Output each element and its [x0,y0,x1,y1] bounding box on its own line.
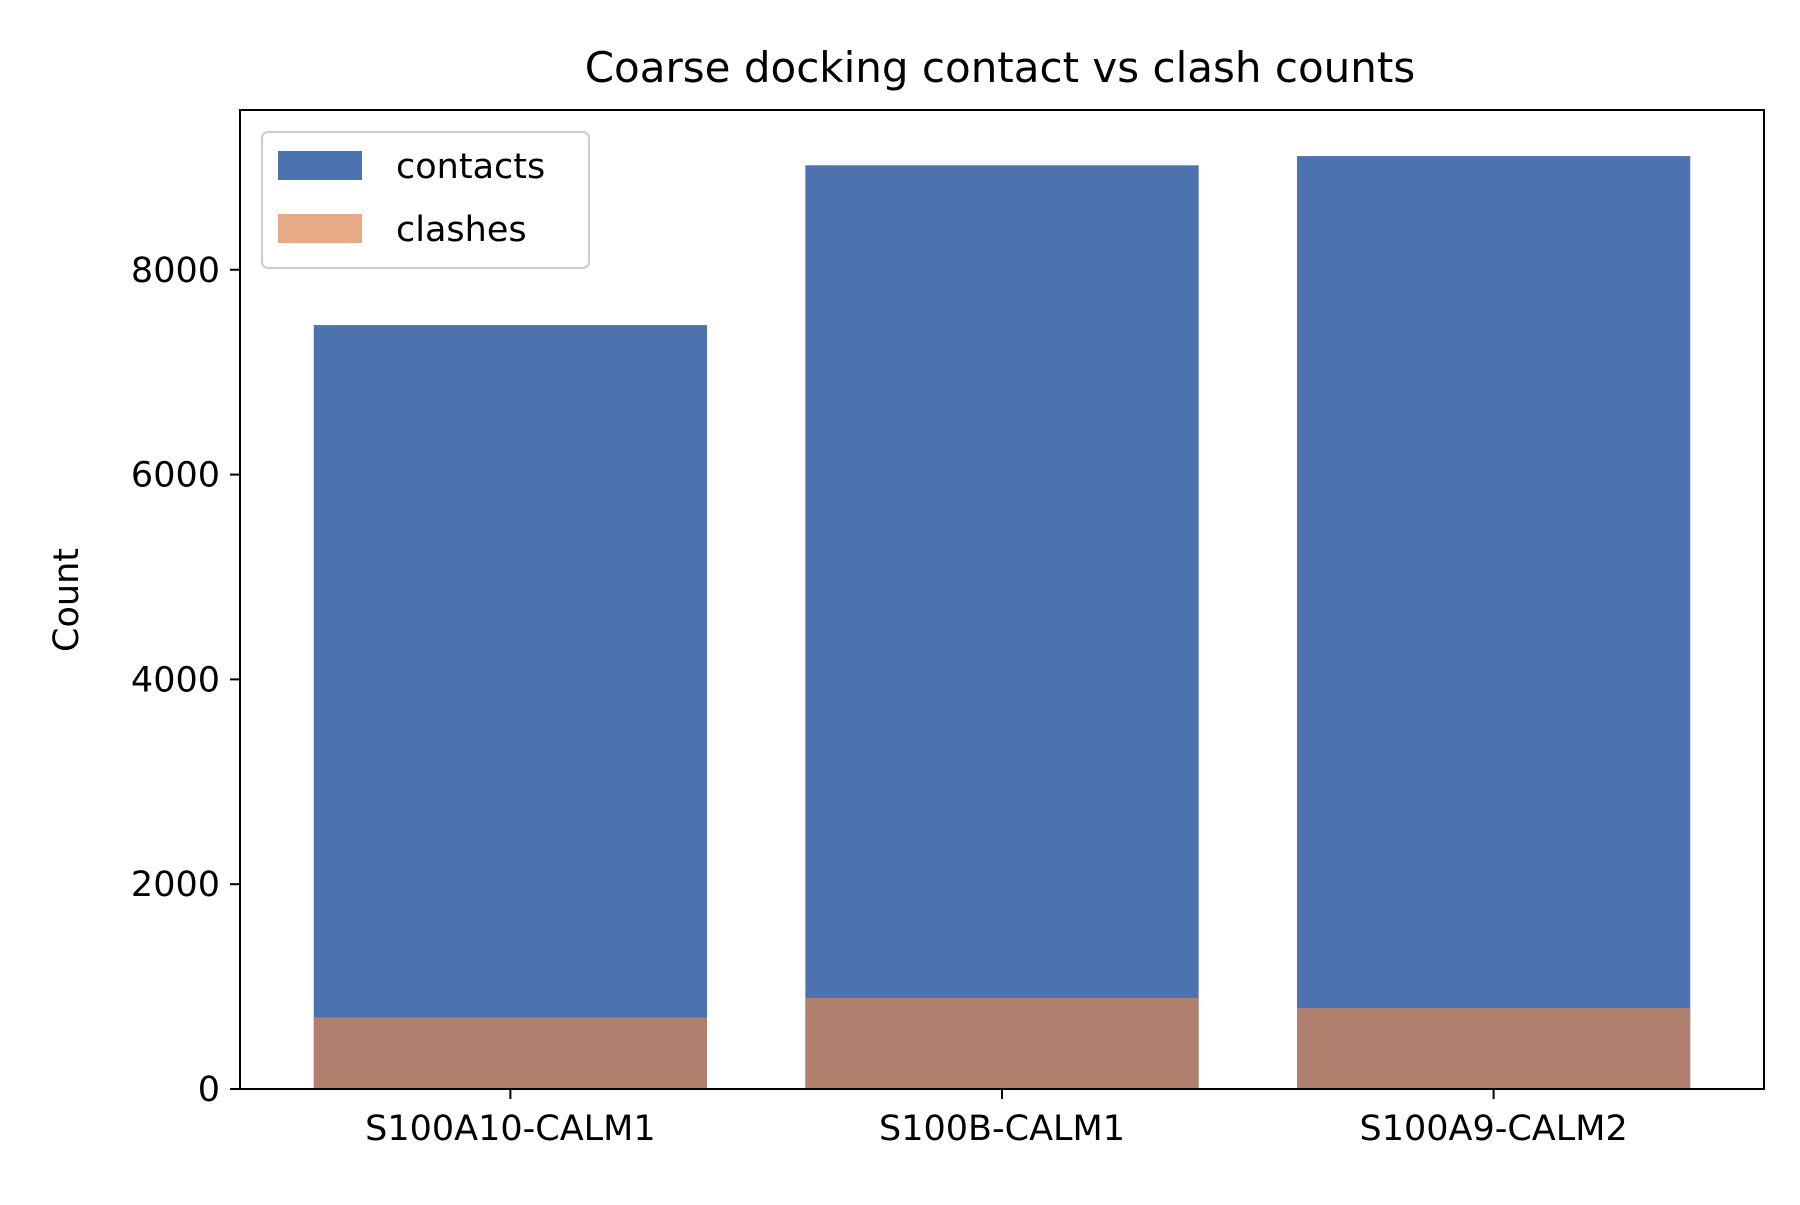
y-axis: 0 2000 4000 6000 8000 [131,251,240,1110]
y-axis-label: Count [47,548,87,652]
x-tick-label: S100B-CALM1 [879,1109,1125,1149]
legend: contacts clashes [261,131,590,269]
clashes-bar-group [313,997,1691,1089]
chart-title: Coarse docking contact vs clash counts [585,43,1416,92]
legend-swatch-contacts [278,151,362,180]
bar-contacts-S100A9-CALM2 [1296,156,1691,1089]
y-tick-label: 4000 [131,660,220,700]
legend-label-clashes: clashes [396,210,527,250]
y-tick-label: 6000 [131,456,220,496]
x-axis: S100A10-CALM1 S100B-CALM1 S100A9-CALM2 [365,1089,1628,1149]
legend-label-contacts: contacts [396,147,545,187]
y-tick-label: 2000 [131,865,220,905]
y-tick-label: 0 [198,1070,220,1110]
x-tick-label: S100A10-CALM1 [365,1109,655,1149]
legend-swatch-clashes [278,214,362,243]
contacts-bar-group [313,156,1691,1089]
bar-contacts-S100A10-CALM1 [313,325,708,1089]
bar-clashes-S100B-CALM1 [805,997,1199,1089]
y-tick-label: 8000 [131,251,220,291]
bar-contacts-S100B-CALM1 [805,165,1199,1089]
bar-clashes-S100A9-CALM2 [1296,1008,1691,1089]
x-tick-label: S100A9-CALM2 [1360,1109,1628,1149]
bar-clashes-S100A10-CALM1 [313,1017,708,1089]
plot-area-frame [239,109,1765,1090]
